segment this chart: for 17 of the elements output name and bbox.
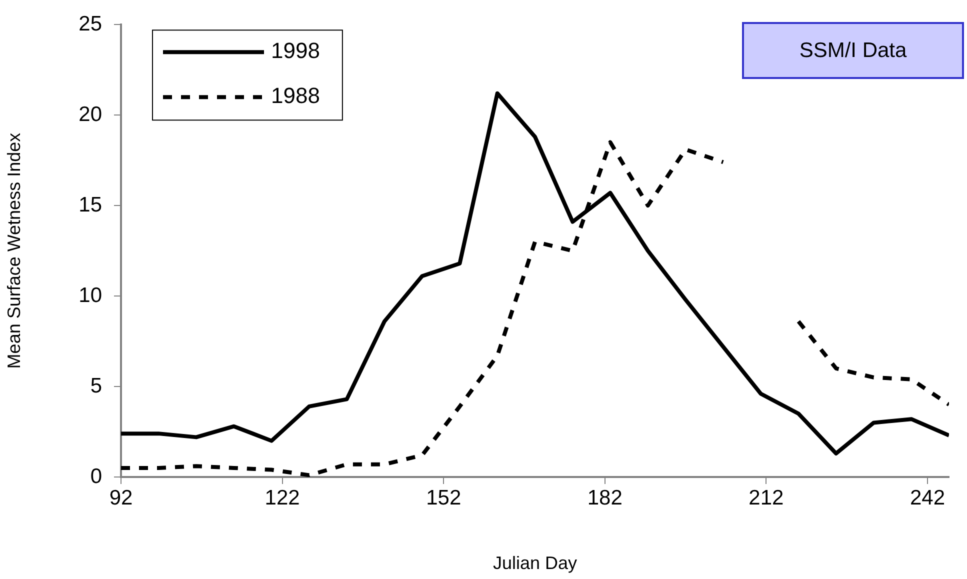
x-tick-label: 182 <box>587 486 622 510</box>
legend-label: 1998 <box>271 38 320 64</box>
x-tick-label: 212 <box>748 486 784 510</box>
y-tick-label: 25 <box>78 12 102 36</box>
x-tick-label: 152 <box>426 486 462 510</box>
x-tick-label: 92 <box>109 486 133 510</box>
y-tick-label: 10 <box>78 284 102 307</box>
x-axis-title: Julian Day <box>492 553 578 574</box>
x-tick-label: 122 <box>264 486 300 510</box>
annotation: SSM/I Data <box>799 38 907 62</box>
legend-label: 1988 <box>271 83 320 108</box>
y-axis-title: Mean Surface Wetness Index <box>4 132 24 369</box>
y-tick-label: 15 <box>78 193 102 216</box>
x-tick-label: 242 <box>910 486 946 510</box>
y-tick-label: 0 <box>90 464 102 488</box>
y-tick-label: 20 <box>78 102 102 126</box>
y-tick-label: 5 <box>90 374 102 398</box>
